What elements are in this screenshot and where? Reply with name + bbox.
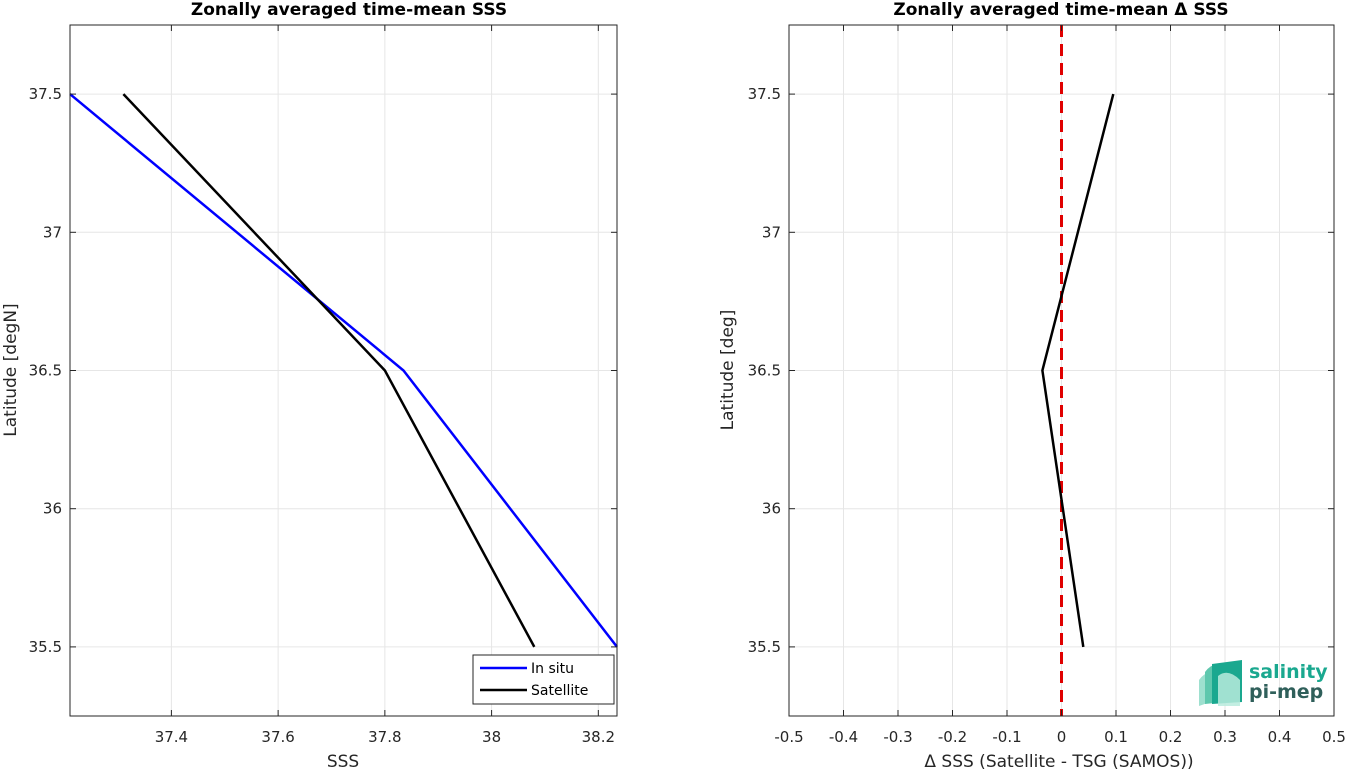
delta-sss-x-tick-label: 0.5 [1322, 728, 1346, 746]
delta-sss-x-tick-label: -0.5 [774, 728, 803, 746]
delta-sss-x-tick-label: -0.2 [938, 728, 967, 746]
delta-sss-x-axis-label: Δ SSS (Satellite - TSG (SAMOS)) [924, 752, 1193, 769]
sss-x-tick-label: 38.2 [582, 728, 615, 746]
legend-in-situ-label: In situ [531, 661, 574, 677]
delta-sss-y-tick-label: 37 [762, 223, 781, 241]
delta-sss-series [1041, 93, 1115, 648]
delta-sss-grid [788, 25, 1335, 716]
sss-x-axis-label: SSS [327, 752, 359, 769]
delta-sss-x-tick-label: 0 [1057, 728, 1067, 746]
delta-sss-x-tick-label: -0.1 [992, 728, 1021, 746]
delta-sss-x-tick-label: 0.4 [1268, 728, 1292, 746]
legend: In situ Satellite [472, 654, 615, 705]
delta-sss-chart-title: Zonally averaged time-mean Δ SSS [893, 0, 1228, 20]
sss-panel: Zonally averaged time-mean SSS 37.4 37.6 3… [1, 0, 618, 769]
delta-sss-x-tick-label: 0.3 [1213, 728, 1237, 746]
delta-sss-y-tick-label: 35.5 [748, 638, 781, 656]
delta-sss-y-tick-label: 36.5 [748, 362, 781, 380]
sss-x-tick-label: 37.8 [368, 728, 401, 746]
legend-satellite-label: Satellite [531, 683, 588, 699]
logo-line1: salinity [1249, 661, 1328, 683]
delta-sss-x-tick-label: 0.2 [1159, 728, 1183, 746]
sss-y-tick-label: 37 [43, 223, 62, 241]
sss-series-line-satellite [122, 93, 536, 648]
delta-sss-y-tick-label: 36 [762, 500, 781, 518]
sss-y-tick-label: 37.5 [29, 85, 62, 103]
delta-sss-y-tick-label: 37.5 [748, 85, 781, 103]
sss-chart-title: Zonally averaged time-mean SSS [191, 0, 507, 20]
delta-sss-x-tick-label: 0.1 [1104, 728, 1128, 746]
sss-grid [70, 25, 617, 716]
delta-sss-panel: Zonally averaged time-mean Δ SSS -0.5 -0.… [718, 0, 1346, 769]
logo-line2: pi-mep [1249, 681, 1323, 703]
delta-sss-series-line-delta [1041, 93, 1115, 648]
legend-box [472, 654, 615, 705]
sss-y-axis-label: Latitude [degN] [1, 303, 21, 436]
delta-sss-ticks: -0.5 -0.4 -0.3 -0.2 -0.1 0 0.1 0.2 0.3 0.4 0.5 35.5… [748, 25, 1346, 746]
sss-x-tick-label: 37.6 [261, 728, 294, 746]
sss-series [69, 93, 618, 648]
sss-y-tick-label: 36 [43, 500, 62, 518]
sss-y-tick-label: 36.5 [29, 362, 62, 380]
sss-x-tick-label: 37.4 [155, 728, 188, 746]
sss-y-tick-label: 35.5 [29, 638, 62, 656]
salinity-pi-mep-logo: salinity pi-mep [1199, 660, 1328, 706]
delta-sss-x-tick-label: -0.4 [829, 728, 858, 746]
sss-series-line-in-situ [69, 93, 618, 648]
sss-ticks: 37.4 37.6 37.8 38 38.2 35.5 36 36.5 37 37.5 [29, 25, 617, 746]
delta-sss-y-axis-label: Latitude [deg] [718, 310, 738, 431]
delta-sss-x-tick-label: -0.3 [883, 728, 912, 746]
logo-wave-icon [1199, 660, 1242, 706]
sss-x-tick-label: 38 [482, 728, 501, 746]
